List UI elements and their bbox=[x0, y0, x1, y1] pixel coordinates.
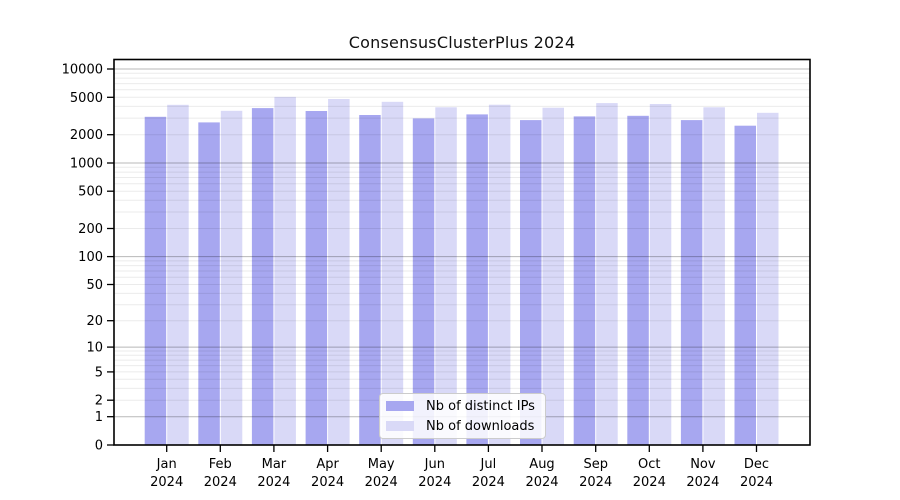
y-tick-label: 1000 bbox=[70, 157, 103, 172]
legend-item-distinct-ips: Nb of distinct IPs bbox=[386, 399, 539, 414]
x-tick-label: Aug 2024 bbox=[525, 457, 558, 490]
legend-item-downloads: Nb of downloads bbox=[386, 419, 539, 434]
y-tick-label: 100 bbox=[78, 250, 103, 265]
bar-distinct-ips-jul bbox=[466, 114, 488, 446]
bar-distinct-ips-jun bbox=[412, 118, 435, 446]
x-tick-label: May 2024 bbox=[365, 457, 398, 490]
bar-downloads-jan bbox=[167, 104, 189, 446]
x-tick-label: Dec 2024 bbox=[740, 457, 773, 490]
y-tick-label: 10 bbox=[86, 341, 103, 356]
x-tick-label: Jun 2024 bbox=[418, 457, 451, 490]
bar-downloads-aug bbox=[542, 107, 564, 445]
legend-swatch-distinct-ips bbox=[386, 401, 414, 411]
y-tick-label: 5 bbox=[95, 365, 103, 380]
bar-distinct-ips-sep bbox=[573, 116, 596, 446]
legend-label-distinct-ips: Nb of distinct IPs bbox=[426, 398, 535, 414]
bar-downloads-jun bbox=[435, 107, 457, 446]
bar-downloads-apr bbox=[328, 99, 350, 445]
legend-swatch-downloads bbox=[386, 421, 414, 431]
bar-distinct-ips-apr bbox=[305, 111, 328, 445]
bar-downloads-nov bbox=[703, 107, 725, 446]
x-tick-label: Nov 2024 bbox=[686, 457, 719, 490]
bar-distinct-ips-mar bbox=[251, 108, 274, 445]
y-tick-label: 10000 bbox=[62, 63, 103, 78]
bar-distinct-ips-may bbox=[359, 115, 381, 445]
x-tick-label: Jul 2024 bbox=[472, 457, 505, 490]
bar-downloads-feb bbox=[220, 110, 243, 446]
y-tick-label: 500 bbox=[78, 185, 103, 200]
bar-distinct-ips-dec bbox=[734, 125, 756, 445]
y-tick-label: 5000 bbox=[70, 91, 103, 106]
plot-border bbox=[113, 58, 811, 446]
bar-downloads-mar bbox=[274, 96, 296, 446]
bar-distinct-ips-oct bbox=[627, 115, 649, 446]
x-tick-label: Oct 2024 bbox=[633, 457, 666, 490]
y-tick-label: 200 bbox=[78, 222, 103, 237]
bar-downloads-sep bbox=[596, 103, 618, 445]
y-tick-label: 0 bbox=[95, 439, 103, 454]
x-tick-label: Feb 2024 bbox=[204, 457, 237, 490]
bar-distinct-ips-feb bbox=[198, 122, 220, 446]
bar-distinct-ips-jan bbox=[144, 116, 167, 446]
x-tick-label: Jan 2024 bbox=[150, 457, 183, 490]
y-tick-label: 2000 bbox=[70, 128, 103, 143]
x-tick-label: Mar 2024 bbox=[257, 457, 290, 490]
bar-downloads-oct bbox=[649, 104, 672, 445]
bar-downloads-jul bbox=[488, 104, 511, 445]
bar-distinct-ips-nov bbox=[680, 120, 703, 445]
legend: Nb of distinct IPs Nb of downloads bbox=[379, 393, 546, 439]
y-tick-label: 1 bbox=[95, 410, 103, 425]
bar-distinct-ips-aug bbox=[520, 120, 542, 445]
x-tick-label: Apr 2024 bbox=[311, 457, 344, 490]
chart-title: ConsensusClusterPlus 2024 bbox=[348, 33, 576, 52]
legend-label-downloads: Nb of downloads bbox=[426, 418, 535, 434]
bar-downloads-may bbox=[381, 101, 404, 446]
bar-downloads-dec bbox=[757, 112, 779, 446]
y-tick-label: 2 bbox=[95, 394, 103, 409]
y-tick-label: 50 bbox=[86, 278, 103, 293]
x-tick-label: Sep 2024 bbox=[579, 457, 612, 490]
y-tick-label: 20 bbox=[86, 314, 103, 329]
